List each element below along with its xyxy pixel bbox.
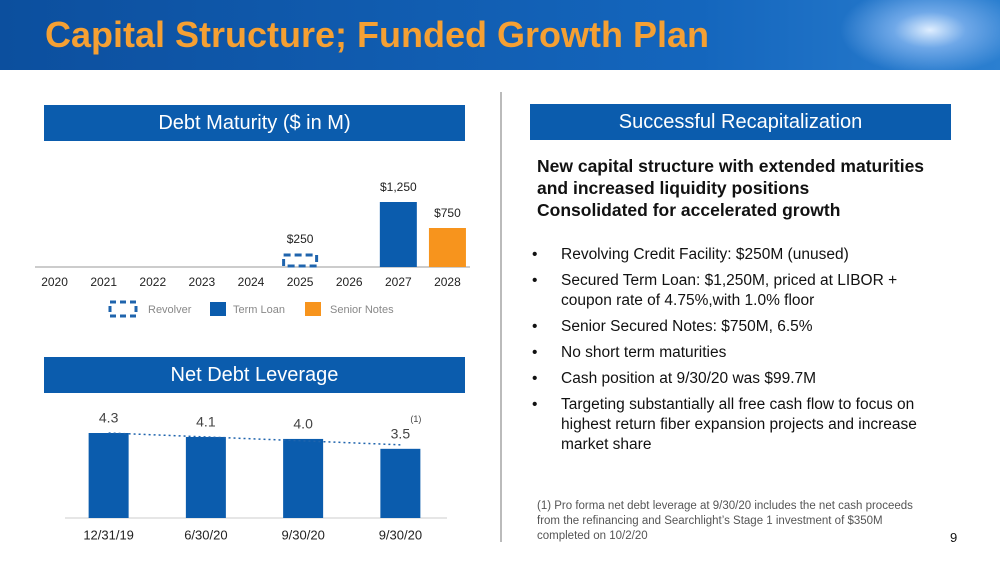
headline-line: New capital structure with extended matu…: [537, 156, 925, 198]
panel-header: Successful Recapitalization: [530, 104, 951, 140]
value-label: 4.3: [99, 410, 119, 426]
bar: [428, 228, 466, 267]
x-tick-label: 12/31/19: [83, 527, 134, 542]
bullet: Cash position at 9/30/20 was $99.7M: [532, 369, 952, 389]
legend-swatch: [210, 302, 226, 316]
annotation: (1): [410, 414, 421, 424]
headline-line: Consolidated for accelerated growth: [537, 200, 841, 220]
legend-label: Senior Notes: [330, 304, 394, 316]
value-label: $750: [434, 206, 461, 220]
x-tick-label: 2028: [434, 275, 461, 289]
value-label: 3.5: [391, 426, 411, 442]
bar: [379, 202, 417, 267]
chart-title: Debt Maturity ($ in M): [44, 105, 465, 141]
bar: [380, 448, 421, 518]
x-tick-label: 2024: [238, 275, 265, 289]
bar: [88, 433, 129, 518]
bar: [185, 436, 226, 518]
headline: New capital structure with extended matu…: [537, 155, 957, 221]
x-tick-label: 9/30/20: [379, 527, 422, 542]
legend-label: Revolver: [148, 304, 192, 316]
page-number: 9: [950, 530, 958, 545]
x-tick-label: 2022: [139, 275, 166, 289]
banner: [0, 0, 1000, 70]
bullet: Targeting substantially all free cash fl…: [532, 395, 952, 455]
x-tick-label: 2023: [189, 275, 216, 289]
value-label: $1,250: [380, 180, 417, 194]
x-tick-label: 9/30/20: [281, 527, 324, 542]
chart-title: Net Debt Leverage: [44, 357, 465, 393]
bullet: No short term maturities: [532, 343, 952, 363]
x-tick-label: 2025: [287, 275, 314, 289]
slide-title: Capital Structure; Funded Growth Plan: [45, 14, 710, 55]
value-label: 4.1: [196, 414, 216, 430]
bullet: Revolving Credit Facility: $250M (unused…: [532, 245, 952, 265]
footnote: (1) Pro forma net debt leverage at 9/30/…: [537, 500, 913, 542]
x-tick-label: 2021: [90, 275, 117, 289]
legend-label: Term Loan: [233, 304, 285, 316]
divider: [500, 92, 502, 542]
x-tick-label: 6/30/20: [184, 527, 227, 542]
bullet-list: Revolving Credit Facility: $250M (unused…: [532, 245, 952, 461]
x-tick-label: 2027: [385, 275, 412, 289]
legend-swatch: [305, 302, 321, 316]
bar: [282, 253, 319, 268]
value-label: $250: [287, 232, 314, 246]
legend-swatch: [108, 300, 138, 318]
trendline: [108, 432, 401, 446]
x-tick-label: 2026: [336, 275, 363, 289]
x-tick-label: 2020: [41, 275, 68, 289]
bullet: Senior Secured Notes: $750M, 6.5%: [532, 317, 952, 337]
bar: [283, 438, 324, 518]
bullet: Secured Term Loan: $1,250M, priced at LI…: [532, 271, 952, 311]
value-label: 4.0: [293, 416, 313, 432]
